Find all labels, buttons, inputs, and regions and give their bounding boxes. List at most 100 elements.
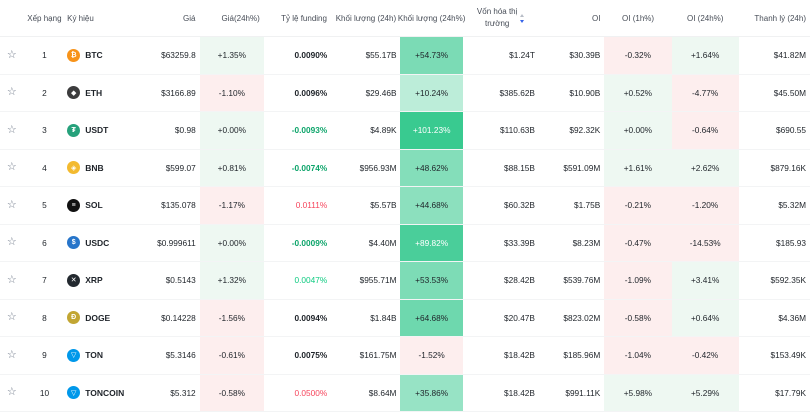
symbol-cell[interactable]: ₮ USDT xyxy=(65,112,144,149)
oi-24h-cell: -0.64% xyxy=(672,112,739,149)
market-cap-cell: $28.42B xyxy=(463,262,539,299)
price-change-cell: -0.61% xyxy=(200,337,264,374)
favorite-star-icon[interactable]: ☆ xyxy=(0,262,24,299)
oi-1h-cell: -0.32% xyxy=(604,37,671,74)
market-cap-cell: $385.62B xyxy=(463,75,539,112)
rank-cell: 1 xyxy=(24,37,65,74)
open-interest-cell: $823.02M xyxy=(539,300,604,337)
symbol-cell[interactable]: ▽ TON xyxy=(65,337,144,374)
ethereum-icon: ◆ xyxy=(67,86,80,99)
header-funding-rate[interactable]: Tỷ lệ funding xyxy=(264,14,331,23)
price-change-cell: +0.00% xyxy=(200,112,264,149)
header-rank[interactable]: Xếp hạng xyxy=(24,14,65,23)
oi-1h-cell: +5.98% xyxy=(604,375,671,412)
symbol-cell[interactable]: ◆ ETH xyxy=(65,75,144,112)
market-cap-cell: $88.15B xyxy=(463,150,539,187)
favorite-star-icon[interactable]: ☆ xyxy=(0,112,24,149)
table-row[interactable]: ☆2 ◆ ETH $3166.89-1.10%0.0096%$29.46B+10… xyxy=(0,75,810,113)
header-oi-1h[interactable]: OI (1h%) xyxy=(604,14,671,23)
symbol-label: BNB xyxy=(85,163,103,173)
symbol-cell[interactable]: ₿ BTC xyxy=(65,37,144,74)
symbol-cell[interactable]: ✕ XRP xyxy=(65,262,144,299)
liquidation-cell: $879.16K xyxy=(739,150,810,187)
header-volume-24h[interactable]: Khối lượng (24h) xyxy=(331,14,400,23)
price-change-cell: -1.17% xyxy=(200,187,264,224)
liquidation-cell: $153.49K xyxy=(739,337,810,374)
table-row[interactable]: ☆4 ◈ BNB $599.07+0.81%-0.0074%$956.93M+4… xyxy=(0,150,810,188)
favorite-star-icon[interactable]: ☆ xyxy=(0,375,24,412)
volume-change-cell: +89.82% xyxy=(400,225,462,262)
price-change-cell: +0.00% xyxy=(200,225,264,262)
funding-rate-cell: 0.0500% xyxy=(264,375,331,412)
table-row[interactable]: ☆7 ✕ XRP $0.5143+1.32%0.0047%$955.71M+53… xyxy=(0,262,810,300)
open-interest-cell: $92.32K xyxy=(539,112,604,149)
header-oi-24h[interactable]: OI (24h%) xyxy=(672,14,739,23)
favorite-star-icon[interactable]: ☆ xyxy=(0,37,24,74)
volume-cell: $161.75M xyxy=(331,337,400,374)
open-interest-cell: $30.39B xyxy=(539,37,604,74)
liquidation-cell: $690.55 xyxy=(739,112,810,149)
volume-change-cell: +64.68% xyxy=(400,300,462,337)
oi-24h-cell: -4.77% xyxy=(672,75,739,112)
price-cell: $0.98 xyxy=(144,112,199,149)
rank-cell: 10 xyxy=(24,375,65,412)
rank-cell: 8 xyxy=(24,300,65,337)
open-interest-cell: $185.96M xyxy=(539,337,604,374)
table-row[interactable]: ☆3 ₮ USDT $0.98+0.00%-0.0093%$4.89K+101.… xyxy=(0,112,810,150)
market-cap-cell: $33.39B xyxy=(463,225,539,262)
sort-icon[interactable] xyxy=(520,14,525,23)
oi-1h-cell: -0.58% xyxy=(604,300,671,337)
favorite-star-icon[interactable]: ☆ xyxy=(0,75,24,112)
favorite-star-icon[interactable]: ☆ xyxy=(0,300,24,337)
toncoin-icon: ▽ xyxy=(67,386,80,399)
header-open-interest[interactable]: OI xyxy=(539,14,604,23)
header-volume-change-24h[interactable]: Khối lượng (24h%) xyxy=(400,14,463,23)
tether-icon: ₮ xyxy=(67,124,80,137)
symbol-label: USDT xyxy=(85,125,108,135)
header-liquidation-24h[interactable]: Thanh lý (24h) xyxy=(739,14,810,23)
table-row[interactable]: ☆10 ▽ TONCOIN $5.312-0.58%0.0500%$8.64M+… xyxy=(0,375,810,412)
header-price-change-24h[interactable]: Giá(24h%) xyxy=(200,14,264,23)
favorite-star-icon[interactable]: ☆ xyxy=(0,337,24,374)
header-symbol[interactable]: Ký hiệu xyxy=(65,14,144,23)
funding-rate-cell: 0.0075% xyxy=(264,337,331,374)
oi-24h-cell: +5.29% xyxy=(672,375,739,412)
price-change-cell: +1.35% xyxy=(200,37,264,74)
funding-rate-cell: -0.0009% xyxy=(264,225,331,262)
open-interest-cell: $991.11K xyxy=(539,375,604,412)
symbol-cell[interactable]: ◈ BNB xyxy=(65,150,144,187)
symbol-cell[interactable]: $ USDC xyxy=(65,225,144,262)
rank-cell: 5 xyxy=(24,187,65,224)
favorite-star-icon[interactable]: ☆ xyxy=(0,150,24,187)
xrp-icon: ✕ xyxy=(67,274,80,287)
header-price[interactable]: Giá xyxy=(144,14,199,23)
market-cap-cell: $18.42B xyxy=(463,337,539,374)
table-row[interactable]: ☆9 ▽ TON $5.3146-0.61%0.0075%$161.75M-1.… xyxy=(0,337,810,375)
price-change-cell: -1.10% xyxy=(200,75,264,112)
volume-cell: $955.71M xyxy=(331,262,400,299)
table-row[interactable]: ☆6 $ USDC $0.999611+0.00%-0.0009%$4.40M+… xyxy=(0,225,810,263)
favorite-star-icon[interactable]: ☆ xyxy=(0,187,24,224)
oi-1h-cell: -1.09% xyxy=(604,262,671,299)
symbol-label: DOGE xyxy=(85,313,110,323)
liquidation-cell: $41.82M xyxy=(739,37,810,74)
funding-rate-cell: -0.0074% xyxy=(264,150,331,187)
symbol-cell[interactable]: ≡ SOL xyxy=(65,187,144,224)
price-change-cell: -1.56% xyxy=(200,300,264,337)
volume-cell: $4.40M xyxy=(331,225,400,262)
table-row[interactable]: ☆1 ₿ BTC $63259.8+1.35%0.0090%$55.17B+54… xyxy=(0,37,810,75)
favorite-star-icon[interactable]: ☆ xyxy=(0,225,24,262)
rank-cell: 4 xyxy=(24,150,65,187)
header-market-cap[interactable]: Vốn hóa thị trường xyxy=(463,6,539,30)
open-interest-cell: $539.76M xyxy=(539,262,604,299)
table-row[interactable]: ☆8 Ð DOGE $0.14228-1.56%0.0094%$1.84B+64… xyxy=(0,300,810,338)
table-row[interactable]: ☆5 ≡ SOL $135.078-1.17%0.0111%$5.57B+44.… xyxy=(0,187,810,225)
liquidation-cell: $45.50M xyxy=(739,75,810,112)
symbol-cell[interactable]: Ð DOGE xyxy=(65,300,144,337)
symbol-cell[interactable]: ▽ TONCOIN xyxy=(65,375,144,412)
volume-change-cell: +10.24% xyxy=(400,75,462,112)
volume-change-cell: +35.86% xyxy=(400,375,462,412)
oi-24h-cell: -14.53% xyxy=(672,225,739,262)
liquidation-cell: $5.32M xyxy=(739,187,810,224)
